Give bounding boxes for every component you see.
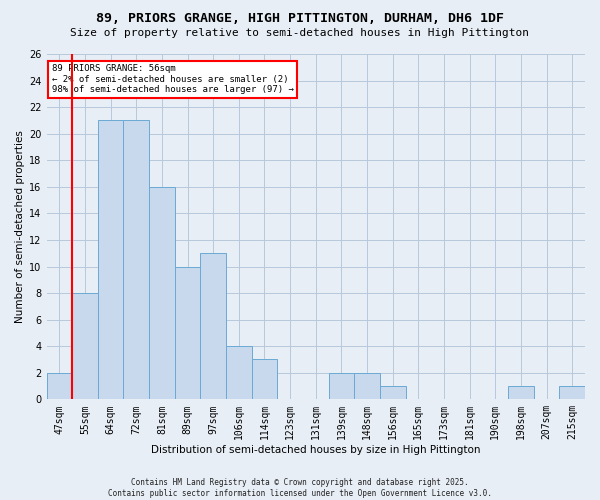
Bar [72,293,98,400]
Bar [559,386,585,400]
Bar [329,373,354,400]
Text: 89 PRIORS GRANGE: 56sqm
← 2% of semi-detached houses are smaller (2)
98% of semi: 89 PRIORS GRANGE: 56sqm ← 2% of semi-det… [52,64,294,94]
Text: 89, PRIORS GRANGE, HIGH PITTINGTON, DURHAM, DH6 1DF: 89, PRIORS GRANGE, HIGH PITTINGTON, DURH… [96,12,504,26]
Text: Contains HM Land Registry data © Crown copyright and database right 2025.
Contai: Contains HM Land Registry data © Crown c… [108,478,492,498]
Bar [175,266,200,400]
Bar [124,120,149,400]
Y-axis label: Number of semi-detached properties: Number of semi-detached properties [15,130,25,323]
Bar [508,386,534,400]
Bar [354,373,380,400]
Bar [200,253,226,400]
Bar [98,120,124,400]
X-axis label: Distribution of semi-detached houses by size in High Pittington: Distribution of semi-detached houses by … [151,445,481,455]
Bar [251,360,277,400]
Bar [47,373,72,400]
Bar [380,386,406,400]
Text: Size of property relative to semi-detached houses in High Pittington: Size of property relative to semi-detach… [71,28,530,38]
Bar [226,346,251,400]
Bar [149,187,175,400]
